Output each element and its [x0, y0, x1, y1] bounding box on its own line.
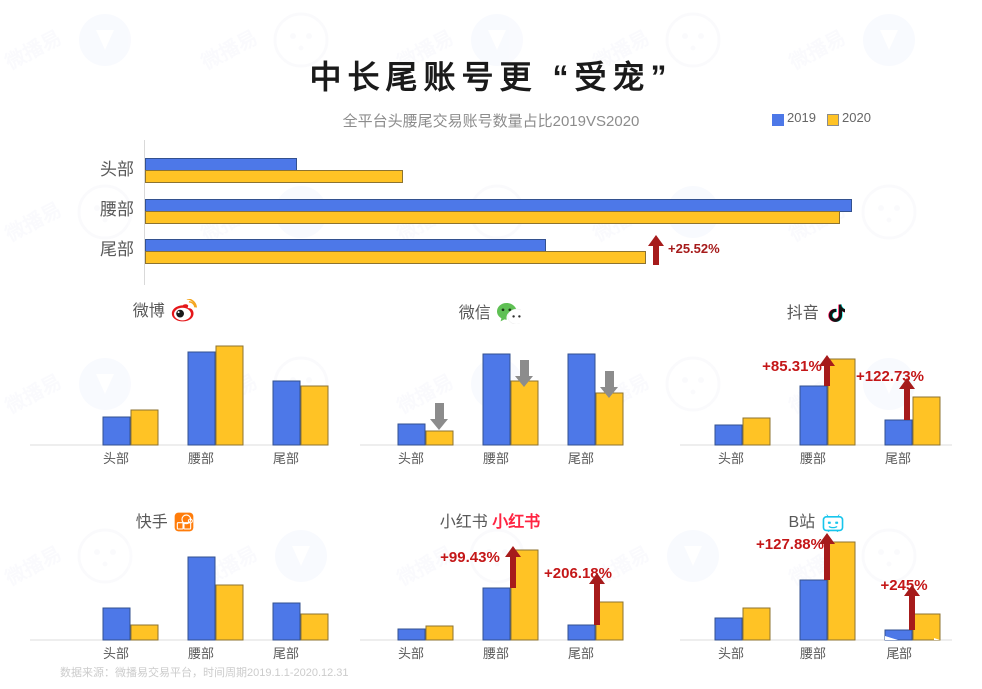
- svg-text:腰部: 腰部: [483, 646, 509, 661]
- svg-text:腰部: 腰部: [188, 451, 214, 466]
- svg-text:头部: 头部: [718, 451, 744, 466]
- svg-text:腰部: 腰部: [188, 646, 214, 661]
- svg-text:+85.31%: +85.31%: [762, 358, 822, 375]
- svg-text:尾部: 尾部: [885, 451, 911, 466]
- svg-text:尾部: 尾部: [568, 451, 594, 466]
- svg-text:头部: 头部: [398, 451, 424, 466]
- svg-text:尾部: 尾部: [273, 451, 299, 466]
- svg-text:+206.18%: +206.18%: [544, 565, 612, 582]
- svg-text:+127.88%: +127.88%: [756, 536, 824, 553]
- svg-text:+245%: +245%: [880, 577, 927, 594]
- svg-text:腰部: 腰部: [800, 646, 826, 661]
- svg-text:头部: 头部: [103, 646, 129, 661]
- svg-text:腰部: 腰部: [483, 451, 509, 466]
- svg-text:尾部: 尾部: [886, 646, 912, 661]
- svg-text:头部: 头部: [718, 646, 744, 661]
- svg-text:腰部: 腰部: [800, 451, 826, 466]
- svg-text:尾部: 尾部: [568, 646, 594, 661]
- svg-text:+99.43%: +99.43%: [440, 549, 500, 566]
- svg-text:头部: 头部: [103, 451, 129, 466]
- svg-text:+122.73%: +122.73%: [856, 368, 924, 385]
- svg-text:尾部: 尾部: [273, 646, 299, 661]
- svg-text:头部: 头部: [398, 646, 424, 661]
